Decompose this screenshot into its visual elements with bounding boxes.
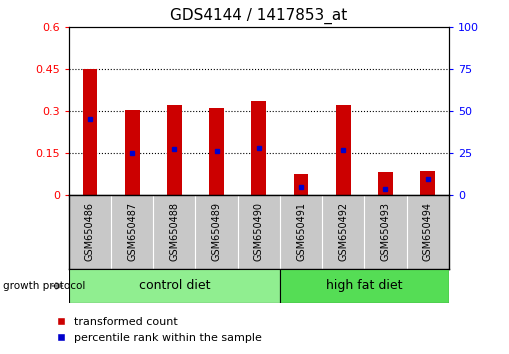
Bar <box>293 174 308 195</box>
Bar <box>82 69 97 195</box>
Text: high fat diet: high fat diet <box>325 279 402 292</box>
Bar <box>209 108 223 195</box>
Bar <box>377 172 392 195</box>
Text: growth protocol: growth protocol <box>3 281 85 291</box>
Bar <box>166 105 181 195</box>
Bar <box>335 105 350 195</box>
Legend: transformed count, percentile rank within the sample: transformed count, percentile rank withi… <box>56 317 262 343</box>
Text: GSM650490: GSM650490 <box>253 202 263 261</box>
Bar <box>251 101 266 195</box>
Text: GSM650492: GSM650492 <box>337 202 348 262</box>
FancyBboxPatch shape <box>69 269 279 303</box>
Bar <box>419 171 434 195</box>
Text: GSM650494: GSM650494 <box>422 202 432 261</box>
Title: GDS4144 / 1417853_at: GDS4144 / 1417853_at <box>170 7 347 24</box>
Text: GSM650488: GSM650488 <box>169 202 179 261</box>
Text: GSM650491: GSM650491 <box>295 202 305 261</box>
Text: GSM650489: GSM650489 <box>211 202 221 261</box>
Text: GSM650493: GSM650493 <box>380 202 390 261</box>
Bar <box>125 110 139 195</box>
FancyBboxPatch shape <box>279 269 448 303</box>
Text: control diet: control diet <box>138 279 210 292</box>
Text: GSM650487: GSM650487 <box>127 202 137 262</box>
Text: GSM650486: GSM650486 <box>85 202 95 261</box>
